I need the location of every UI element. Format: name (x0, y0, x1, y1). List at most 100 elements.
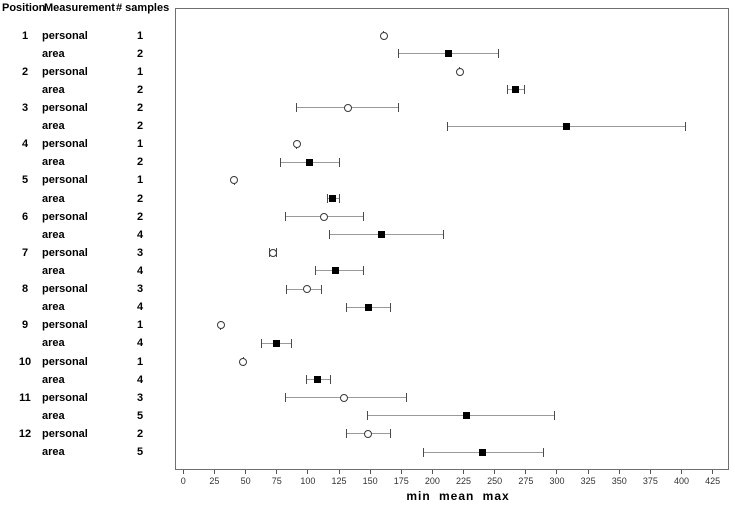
mean-marker-personal-circle (302, 285, 311, 294)
error-bar-range (315, 270, 364, 272)
mean-marker-personal-circle (239, 357, 248, 366)
error-bar-cap (553, 411, 555, 421)
measurement-cell: personal (42, 427, 88, 440)
error-bar-cap (443, 230, 445, 240)
mean-marker-area-square (305, 158, 313, 166)
measurement-cell: personal (42, 283, 88, 296)
samples-cell: 4 (136, 264, 144, 277)
samples-cell: 3 (136, 391, 144, 404)
x-axis-tick (338, 470, 340, 474)
error-bar-cap (321, 284, 323, 294)
error-bar-cap (296, 103, 298, 113)
position-cell: 5 (21, 174, 29, 187)
x-axis-tick-label: 50 (240, 476, 251, 486)
mean-marker-area-square (478, 448, 486, 456)
x-axis-tick (307, 470, 309, 474)
x-axis-tick-label: 75 (271, 476, 282, 486)
measurement-cell: area (42, 83, 65, 96)
x-axis-tick (400, 470, 402, 474)
x-axis-label: min mean max (406, 489, 510, 503)
error-bar-cap (423, 447, 425, 457)
position-cell: 10 (18, 355, 32, 368)
mean-marker-personal-circle (339, 393, 348, 402)
mean-marker-personal-circle (343, 103, 352, 112)
mean-marker-area-square (329, 195, 337, 203)
x-axis-tick (276, 470, 278, 474)
error-bar-cap (327, 194, 329, 204)
error-bar-cap (291, 338, 293, 348)
measurement-cell: personal (42, 174, 88, 187)
x-axis-tick-label: 350 (611, 476, 627, 486)
error-bar-cap (405, 393, 407, 403)
error-bar-cap (306, 375, 308, 385)
samples-cell: 2 (136, 192, 144, 205)
mean-marker-area-square (331, 267, 339, 275)
x-axis-tick (463, 470, 465, 474)
error-bar-cap (446, 121, 448, 131)
position-cell: 3 (21, 101, 29, 114)
error-bar-cap (367, 411, 369, 421)
x-axis-tick (649, 470, 651, 474)
samples-cell: 4 (136, 228, 144, 241)
mean-marker-area-square (314, 376, 322, 384)
x-axis-tick-label: 0 (180, 476, 186, 486)
error-bar-cap (398, 103, 400, 113)
x-axis-tick (556, 470, 558, 474)
error-bar-cap (284, 212, 286, 222)
x-axis-tick-label: 25 (209, 476, 220, 486)
measurement-cell: area (42, 156, 65, 169)
mean-marker-area-square (563, 122, 571, 130)
mean-marker-area-square (445, 50, 453, 58)
x-axis-tick (431, 470, 433, 474)
error-bar-range (367, 415, 555, 417)
measurement-cell: area (42, 264, 65, 277)
measurement-cell: personal (42, 29, 88, 42)
x-axis-tick (618, 470, 620, 474)
x-axis-tick (712, 470, 714, 474)
samples-cell: 5 (136, 409, 144, 422)
position-cell: 1 (21, 29, 29, 42)
column-header-samples: # samples (116, 2, 170, 14)
samples-cell: 1 (136, 174, 144, 187)
error-bar-cap (284, 393, 286, 403)
measurement-cell: area (42, 301, 65, 314)
samples-cell: 2 (136, 47, 144, 60)
error-bar-cap (389, 429, 391, 439)
measurement-cell: area (42, 120, 65, 133)
error-bar-range (329, 234, 444, 236)
position-cell: 8 (21, 283, 29, 296)
samples-cell: 5 (136, 446, 144, 459)
x-axis-tick-label: 150 (362, 476, 378, 486)
error-bar-cap (314, 266, 316, 276)
x-axis-tick-label: 425 (705, 476, 721, 486)
mean-marker-personal-circle (216, 321, 225, 330)
measurement-cell: personal (42, 138, 88, 151)
samples-cell: 1 (136, 355, 144, 368)
measurement-cell: personal (42, 101, 88, 114)
x-axis-tick-label: 175 (393, 476, 409, 486)
samples-cell: 4 (136, 373, 144, 386)
measurement-cell: area (42, 47, 65, 60)
samples-cell: 4 (136, 301, 144, 314)
mean-marker-area-square (365, 303, 373, 311)
column-header-measurement: Measurement (44, 2, 115, 14)
measurement-cell: personal (42, 210, 88, 223)
mean-marker-area-square (512, 86, 520, 94)
x-axis-tick (213, 470, 215, 474)
samples-cell: 2 (136, 156, 144, 169)
x-axis-tick-label: 325 (580, 476, 596, 486)
error-bar-cap (363, 212, 365, 222)
error-bar-cap (279, 157, 281, 167)
mean-marker-personal-circle (292, 140, 301, 149)
position-cell: 9 (21, 319, 29, 332)
position-cell: 12 (18, 427, 32, 440)
position-cell: 11 (19, 391, 31, 404)
measurement-cell: personal (42, 391, 88, 404)
position-cell: 6 (21, 210, 29, 223)
measurement-cell: area (42, 373, 65, 386)
samples-cell: 1 (136, 319, 144, 332)
mean-marker-personal-circle (379, 31, 388, 40)
samples-cell: 2 (136, 101, 144, 114)
error-bar-cap (497, 49, 499, 59)
samples-cell: 2 (136, 120, 144, 133)
